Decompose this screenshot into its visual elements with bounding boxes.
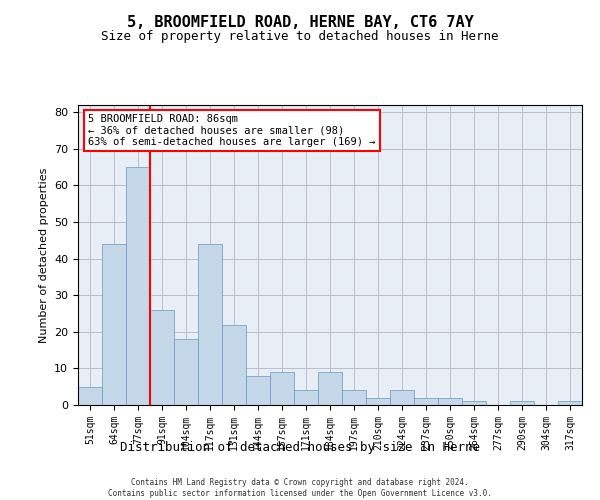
- Text: Distribution of detached houses by size in Herne: Distribution of detached houses by size …: [120, 441, 480, 454]
- Bar: [510, 402, 534, 405]
- Bar: [222, 324, 246, 405]
- Bar: [78, 386, 102, 405]
- Bar: [414, 398, 438, 405]
- Bar: [174, 339, 198, 405]
- Bar: [198, 244, 222, 405]
- Bar: [294, 390, 318, 405]
- Bar: [390, 390, 414, 405]
- Bar: [318, 372, 342, 405]
- Bar: [150, 310, 174, 405]
- Text: Size of property relative to detached houses in Herne: Size of property relative to detached ho…: [101, 30, 499, 43]
- Bar: [366, 398, 390, 405]
- Bar: [558, 402, 582, 405]
- Text: 5 BROOMFIELD ROAD: 86sqm
← 36% of detached houses are smaller (98)
63% of semi-d: 5 BROOMFIELD ROAD: 86sqm ← 36% of detach…: [88, 114, 376, 147]
- Bar: [438, 398, 462, 405]
- Bar: [126, 167, 150, 405]
- Text: 5, BROOMFIELD ROAD, HERNE BAY, CT6 7AY: 5, BROOMFIELD ROAD, HERNE BAY, CT6 7AY: [127, 15, 473, 30]
- Bar: [342, 390, 366, 405]
- Text: Contains HM Land Registry data © Crown copyright and database right 2024.
Contai: Contains HM Land Registry data © Crown c…: [108, 478, 492, 498]
- Bar: [246, 376, 270, 405]
- Bar: [462, 402, 486, 405]
- Bar: [102, 244, 126, 405]
- Y-axis label: Number of detached properties: Number of detached properties: [38, 168, 49, 342]
- Bar: [270, 372, 294, 405]
